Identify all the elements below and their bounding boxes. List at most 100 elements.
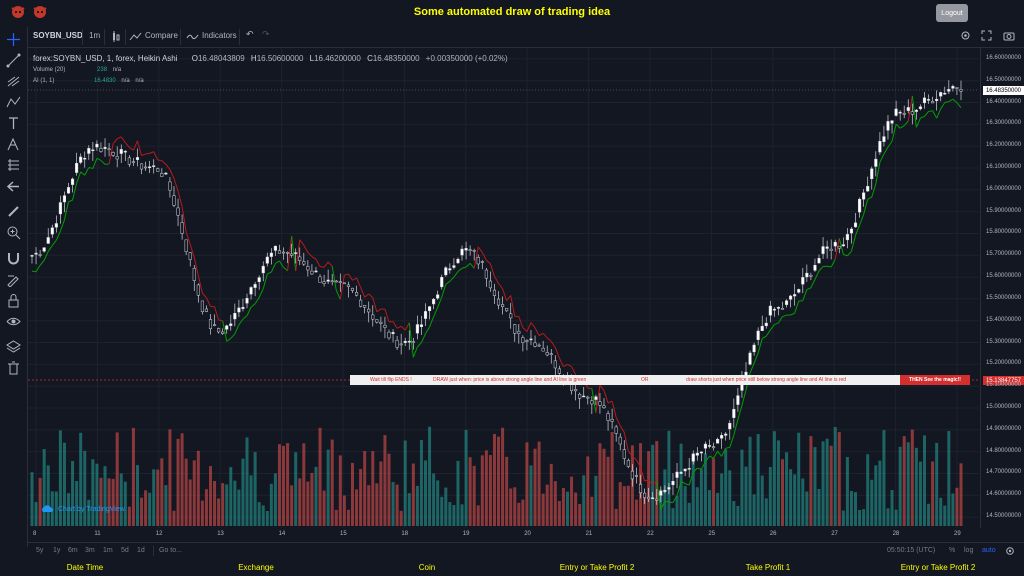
- time-axis[interactable]: 8 11 12 13 14 15 18 19 20 21 22 25 26 27 28 29: [28, 528, 979, 542]
- log-toggle[interactable]: log: [964, 547, 974, 554]
- ai-line-segment: [871, 183, 877, 198]
- ai-line-segment: [412, 346, 418, 358]
- ai-line-segment: [360, 287, 366, 298]
- candle-body: [918, 106, 922, 110]
- camera-icon[interactable]: [1003, 30, 1015, 41]
- ai-line-segment: [197, 275, 203, 294]
- legend-open-label: O: [191, 54, 198, 63]
- ai-line-segment: [920, 115, 925, 119]
- trend-line-icon[interactable]: [6, 53, 21, 68]
- candle-body: [570, 384, 574, 391]
- ai-line-segment: [116, 136, 122, 140]
- compare-icon[interactable]: [129, 32, 142, 41]
- volume-bar: [651, 444, 655, 526]
- ai-line-segment: [323, 261, 329, 268]
- ai-line-segment: [769, 324, 775, 331]
- trash-icon[interactable]: [6, 360, 21, 375]
- candle-body: [83, 157, 87, 160]
- axis-settings-icon[interactable]: [1005, 546, 1015, 556]
- price-tick-label: 16.20000000: [986, 142, 1022, 149]
- candle-style-icon[interactable]: [111, 31, 121, 42]
- range-1y[interactable]: 1y: [53, 547, 61, 554]
- fib-icon[interactable]: [6, 74, 21, 89]
- price-chart[interactable]: [28, 48, 979, 528]
- range-1m[interactable]: 1m: [103, 547, 113, 554]
- volume-bar: [509, 488, 513, 526]
- draw-mode-icon[interactable]: [6, 272, 21, 287]
- price-tick-label: 15.50000000: [986, 294, 1022, 301]
- candle-body: [30, 255, 34, 257]
- goto-button[interactable]: Go to...: [159, 547, 182, 554]
- candle-body: [123, 150, 127, 153]
- redo-icon[interactable]: ↷: [262, 29, 270, 39]
- range-5d[interactable]: 5d: [121, 547, 129, 554]
- ai-line-segment: [258, 288, 264, 298]
- ai-line-segment: [352, 277, 357, 281]
- auto-toggle[interactable]: auto: [982, 547, 996, 554]
- layers-icon[interactable]: [6, 339, 21, 354]
- candle-body: [277, 250, 282, 254]
- price-axis[interactable]: 16.48350000 15.13847757 16.60000000 16.50…: [980, 48, 1024, 528]
- symbol-search[interactable]: SOYBN_USD: [33, 31, 83, 40]
- ai-line-segment: [457, 267, 463, 272]
- pattern-icon[interactable]: [6, 95, 21, 110]
- price-tick-label: 16.00000000: [986, 185, 1022, 192]
- candle-body: [521, 337, 525, 343]
- volume-bar: [862, 509, 866, 526]
- candle-body: [180, 222, 184, 234]
- volume-bar: [521, 499, 525, 526]
- volume-bar: [764, 498, 768, 526]
- volume-bar: [83, 450, 87, 526]
- range-3m[interactable]: 3m: [85, 547, 95, 554]
- magnet-icon[interactable]: [6, 251, 21, 266]
- fullscreen-icon[interactable]: [981, 30, 992, 41]
- back-arrow-icon[interactable]: [6, 179, 21, 194]
- legend-symbol-line[interactable]: forex:SOYBN_USD, 1, forex, Heikin Ashi: [33, 54, 178, 63]
- forecast-icon[interactable]: [6, 137, 21, 152]
- logout-button[interactable]: Logout: [936, 4, 968, 22]
- lock-icon[interactable]: [6, 293, 21, 308]
- measure-icon[interactable]: [6, 158, 21, 173]
- ai-line-segment: [473, 246, 479, 269]
- crosshair-icon[interactable]: [6, 32, 21, 47]
- ai-legend[interactable]: AI (1, 1) 16.4830 n/a n/a: [33, 78, 144, 84]
- compare-button[interactable]: Compare: [145, 31, 178, 40]
- zoom-in-icon[interactable]: [6, 225, 21, 240]
- range-1d[interactable]: 1d: [137, 547, 145, 554]
- range-6m[interactable]: 6m: [68, 547, 78, 554]
- undo-icon[interactable]: ↶: [246, 29, 254, 39]
- text-tool-icon[interactable]: [6, 116, 21, 131]
- volume-bar: [188, 479, 192, 526]
- ai-line-segment: [445, 280, 451, 285]
- volume-legend-na: n/a: [112, 67, 122, 73]
- percent-toggle[interactable]: %: [949, 547, 956, 554]
- volume-bar: [582, 475, 586, 526]
- interval-select[interactable]: 1m: [89, 31, 101, 40]
- ai-line-segment: [794, 300, 800, 314]
- ai-line-segment: [550, 341, 556, 348]
- volume-legend[interactable]: Volume (20) 238 n/a: [33, 67, 121, 73]
- ai-line-segment: [246, 306, 252, 317]
- candle-body: [188, 252, 192, 260]
- indicators-icon[interactable]: [186, 32, 199, 41]
- clock-time[interactable]: 05:50:15 (UTC): [887, 547, 936, 554]
- volume-bar: [176, 438, 180, 526]
- eye-icon[interactable]: [6, 314, 21, 329]
- volume-bar: [541, 493, 545, 526]
- candles: [30, 80, 963, 505]
- candle-body: [42, 247, 46, 252]
- ai-line-segment: [486, 259, 491, 265]
- ai-line-segment: [230, 333, 236, 339]
- ai-line-segment: [571, 366, 577, 375]
- volume-bar: [732, 501, 736, 526]
- ai-line-segment: [607, 400, 613, 404]
- volume-bar: [797, 432, 801, 526]
- settings-gear-icon[interactable]: [960, 30, 971, 41]
- candle-body: [501, 304, 505, 308]
- tradingview-watermark[interactable]: Chart by TradingView: [40, 505, 125, 513]
- ruler-icon[interactable]: [6, 204, 21, 219]
- ai-line-segment: [648, 479, 654, 485]
- range-5y[interactable]: 5y: [36, 547, 44, 554]
- indicators-button[interactable]: Indicators: [202, 31, 237, 40]
- volume-bar: [602, 448, 606, 526]
